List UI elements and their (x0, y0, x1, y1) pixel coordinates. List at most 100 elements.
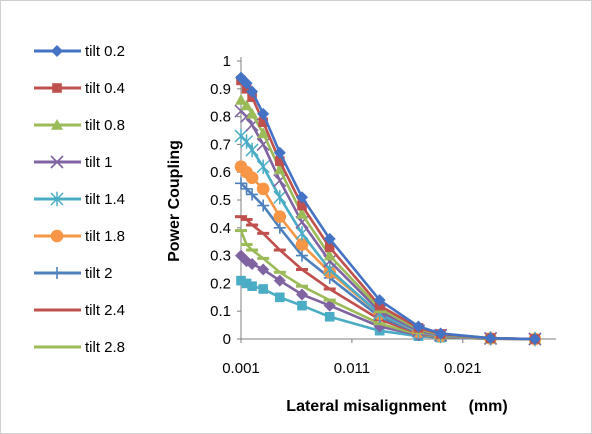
data-point (323, 287, 336, 291)
legend-label: tilt 2 (85, 265, 113, 282)
y-tick-label: 0.4 (210, 220, 231, 237)
y-tick-label: 1 (223, 53, 231, 70)
legend-marker (51, 308, 63, 312)
data-point (235, 229, 247, 233)
legend-label: tilt 2.8 (85, 339, 125, 356)
legend-label: tilt 1.4 (85, 191, 125, 208)
x-tick-label: 0.021 (444, 360, 482, 377)
y-axis-title: Power Coupling (166, 140, 183, 262)
data-point (275, 156, 285, 166)
data-point (273, 210, 287, 223)
data-point (296, 249, 308, 262)
series-1 (236, 75, 540, 344)
data-point (240, 217, 253, 221)
series-0 (235, 71, 541, 345)
data-point (323, 232, 336, 245)
data-point (240, 99, 253, 111)
data-point (297, 300, 307, 311)
series-line (240, 135, 535, 341)
data-point (273, 274, 286, 287)
legend-marker (51, 345, 63, 349)
data-point (240, 134, 254, 149)
data-point (373, 294, 386, 307)
data-point (246, 257, 259, 270)
data-point (257, 127, 270, 139)
legend-label: tilt 2.4 (85, 302, 125, 319)
y-tick-label: 0.7 (210, 136, 231, 153)
data-point (257, 199, 270, 212)
legend-marker (50, 155, 64, 169)
legend-label: tilt 0.4 (85, 80, 125, 97)
y-tick-label: 0 (223, 331, 231, 348)
legend-label: tilt 0.8 (85, 117, 125, 134)
y-tick-label: 0.9 (210, 81, 231, 98)
data-point (235, 215, 247, 219)
legend-marker (51, 267, 63, 279)
data-point (246, 85, 259, 98)
data-point (256, 159, 270, 174)
data-point (296, 268, 308, 271)
y-tick-label: 0.1 (210, 303, 231, 320)
data-point (246, 248, 259, 252)
data-point (273, 146, 286, 159)
series-6 (235, 177, 541, 345)
y-tick-label: 0.3 (210, 248, 231, 265)
data-point (257, 231, 270, 235)
data-point (528, 333, 541, 345)
data-point (296, 207, 308, 219)
data-point (247, 281, 257, 291)
data-point (296, 284, 308, 288)
data-point (273, 190, 287, 205)
legend-marker (51, 45, 63, 57)
data-point (412, 320, 425, 333)
y-axis: 0 0.1 0.2 0.3 0.4 0.5 0.6 0.7 0.8 0.9 1 (210, 53, 242, 348)
data-point (245, 171, 259, 185)
data-point (257, 263, 270, 276)
x-tick-label: 0.001 (222, 360, 260, 377)
data-point (323, 298, 336, 302)
legend-marker (52, 83, 62, 93)
data-point (257, 256, 270, 260)
data-point (296, 191, 308, 204)
data-point (246, 188, 259, 201)
y-tick-label: 0.5 (210, 192, 231, 209)
data-point (245, 142, 259, 158)
x-axis-title: Lateral misalignment (mm) (286, 398, 507, 415)
data-point (246, 107, 259, 119)
data-point (275, 292, 285, 303)
data-point (273, 163, 286, 175)
data-point (273, 221, 286, 234)
data-point (258, 284, 268, 294)
data-point (434, 327, 447, 340)
plot-area (234, 71, 542, 347)
data-point (297, 200, 307, 211)
data-point (241, 278, 252, 289)
data-point (257, 107, 270, 120)
data-point (373, 322, 386, 326)
legend: tilt 0.2 tilt 0.4 tilt 0.8 tilt 1 tilt 1.4 ti… (34, 43, 125, 356)
y-tick-label: 0.8 (210, 109, 231, 126)
legend-label: tilt 1 (85, 154, 113, 171)
legend-marker (51, 119, 63, 130)
legend-label: tilt 1.8 (85, 228, 125, 245)
legend-marker (50, 229, 64, 243)
data-point (240, 77, 253, 90)
data-point (324, 311, 335, 322)
data-point (240, 242, 253, 246)
x-tick-label: 0.011 (334, 360, 370, 377)
legend-marker (50, 191, 64, 207)
data-point (258, 117, 268, 127)
y-tick-label: 0.2 (210, 275, 231, 292)
data-point (236, 275, 246, 286)
data-point (273, 270, 286, 274)
data-point (235, 177, 247, 190)
y-tick-label: 0.6 (210, 164, 231, 181)
data-point (296, 288, 308, 301)
legend-label: tilt 0.2 (85, 43, 125, 60)
x-axis: 0.001 0.011 0.021 (222, 338, 556, 377)
data-point (324, 242, 335, 253)
data-point (240, 182, 253, 195)
data-point (295, 238, 309, 251)
